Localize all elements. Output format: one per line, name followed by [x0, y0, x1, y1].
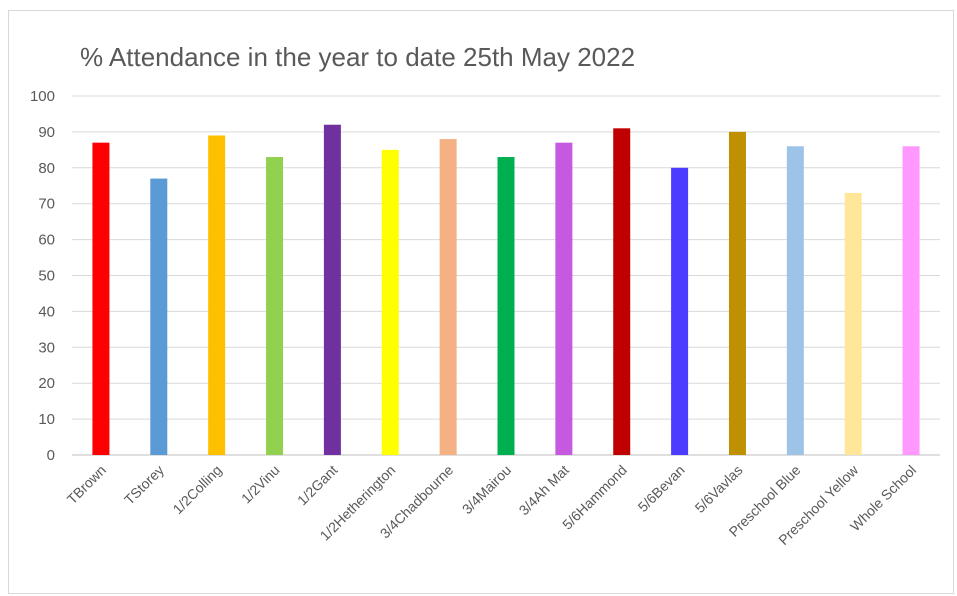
- bar: [671, 167, 689, 456]
- y-tick-label: 100: [30, 88, 55, 105]
- x-tick-label: 5/6Bevan: [635, 462, 688, 515]
- x-tick-label: 1/2Colling: [169, 462, 224, 517]
- y-tick-label: 60: [38, 232, 55, 249]
- y-tick-label: 20: [38, 375, 55, 392]
- bar: [497, 157, 515, 455]
- bar: [150, 178, 168, 455]
- y-axis-ticks: 0 10 20 30 40 50 60 70 80 90 100: [30, 88, 55, 464]
- x-tick-label: TBrown: [64, 462, 109, 507]
- bar: [92, 142, 110, 456]
- x-tick-label: 3/4Mairou: [459, 462, 514, 517]
- bars: [92, 124, 920, 456]
- y-tick-label: 80: [38, 160, 55, 177]
- x-tick-label: TStorey: [121, 462, 167, 508]
- y-tick-label: 90: [38, 124, 55, 141]
- bar: [844, 192, 862, 455]
- x-tick-label: 1/2Vinu: [238, 462, 283, 507]
- y-tick-label: 10: [38, 411, 55, 428]
- bar: [208, 135, 226, 456]
- bar: [323, 124, 341, 455]
- bar: [902, 146, 920, 455]
- y-tick-label: 40: [38, 303, 55, 320]
- y-tick-label: 30: [38, 339, 55, 356]
- bar: [613, 128, 631, 455]
- y-tick-label: 50: [38, 268, 55, 285]
- bar: [439, 139, 457, 455]
- chart-title: % Attendance in the year to date 25th Ma…: [80, 42, 636, 72]
- bar: [786, 146, 804, 455]
- x-tick-label: 3/4Ah Mat: [516, 462, 573, 519]
- y-tick-label: 70: [38, 196, 55, 213]
- bar: [555, 142, 573, 456]
- x-tick-label: 1/2Gant: [294, 462, 341, 509]
- bar: [728, 131, 746, 455]
- y-tick-label: 0: [47, 447, 55, 464]
- x-tick-label: 5/6Vavlas: [692, 462, 746, 516]
- bar: [266, 157, 284, 455]
- x-axis-ticks: TBrown TStorey 1/2Colling 1/2Vinu 1/2Gant1/2…: [64, 461, 920, 548]
- bar: [381, 149, 399, 455]
